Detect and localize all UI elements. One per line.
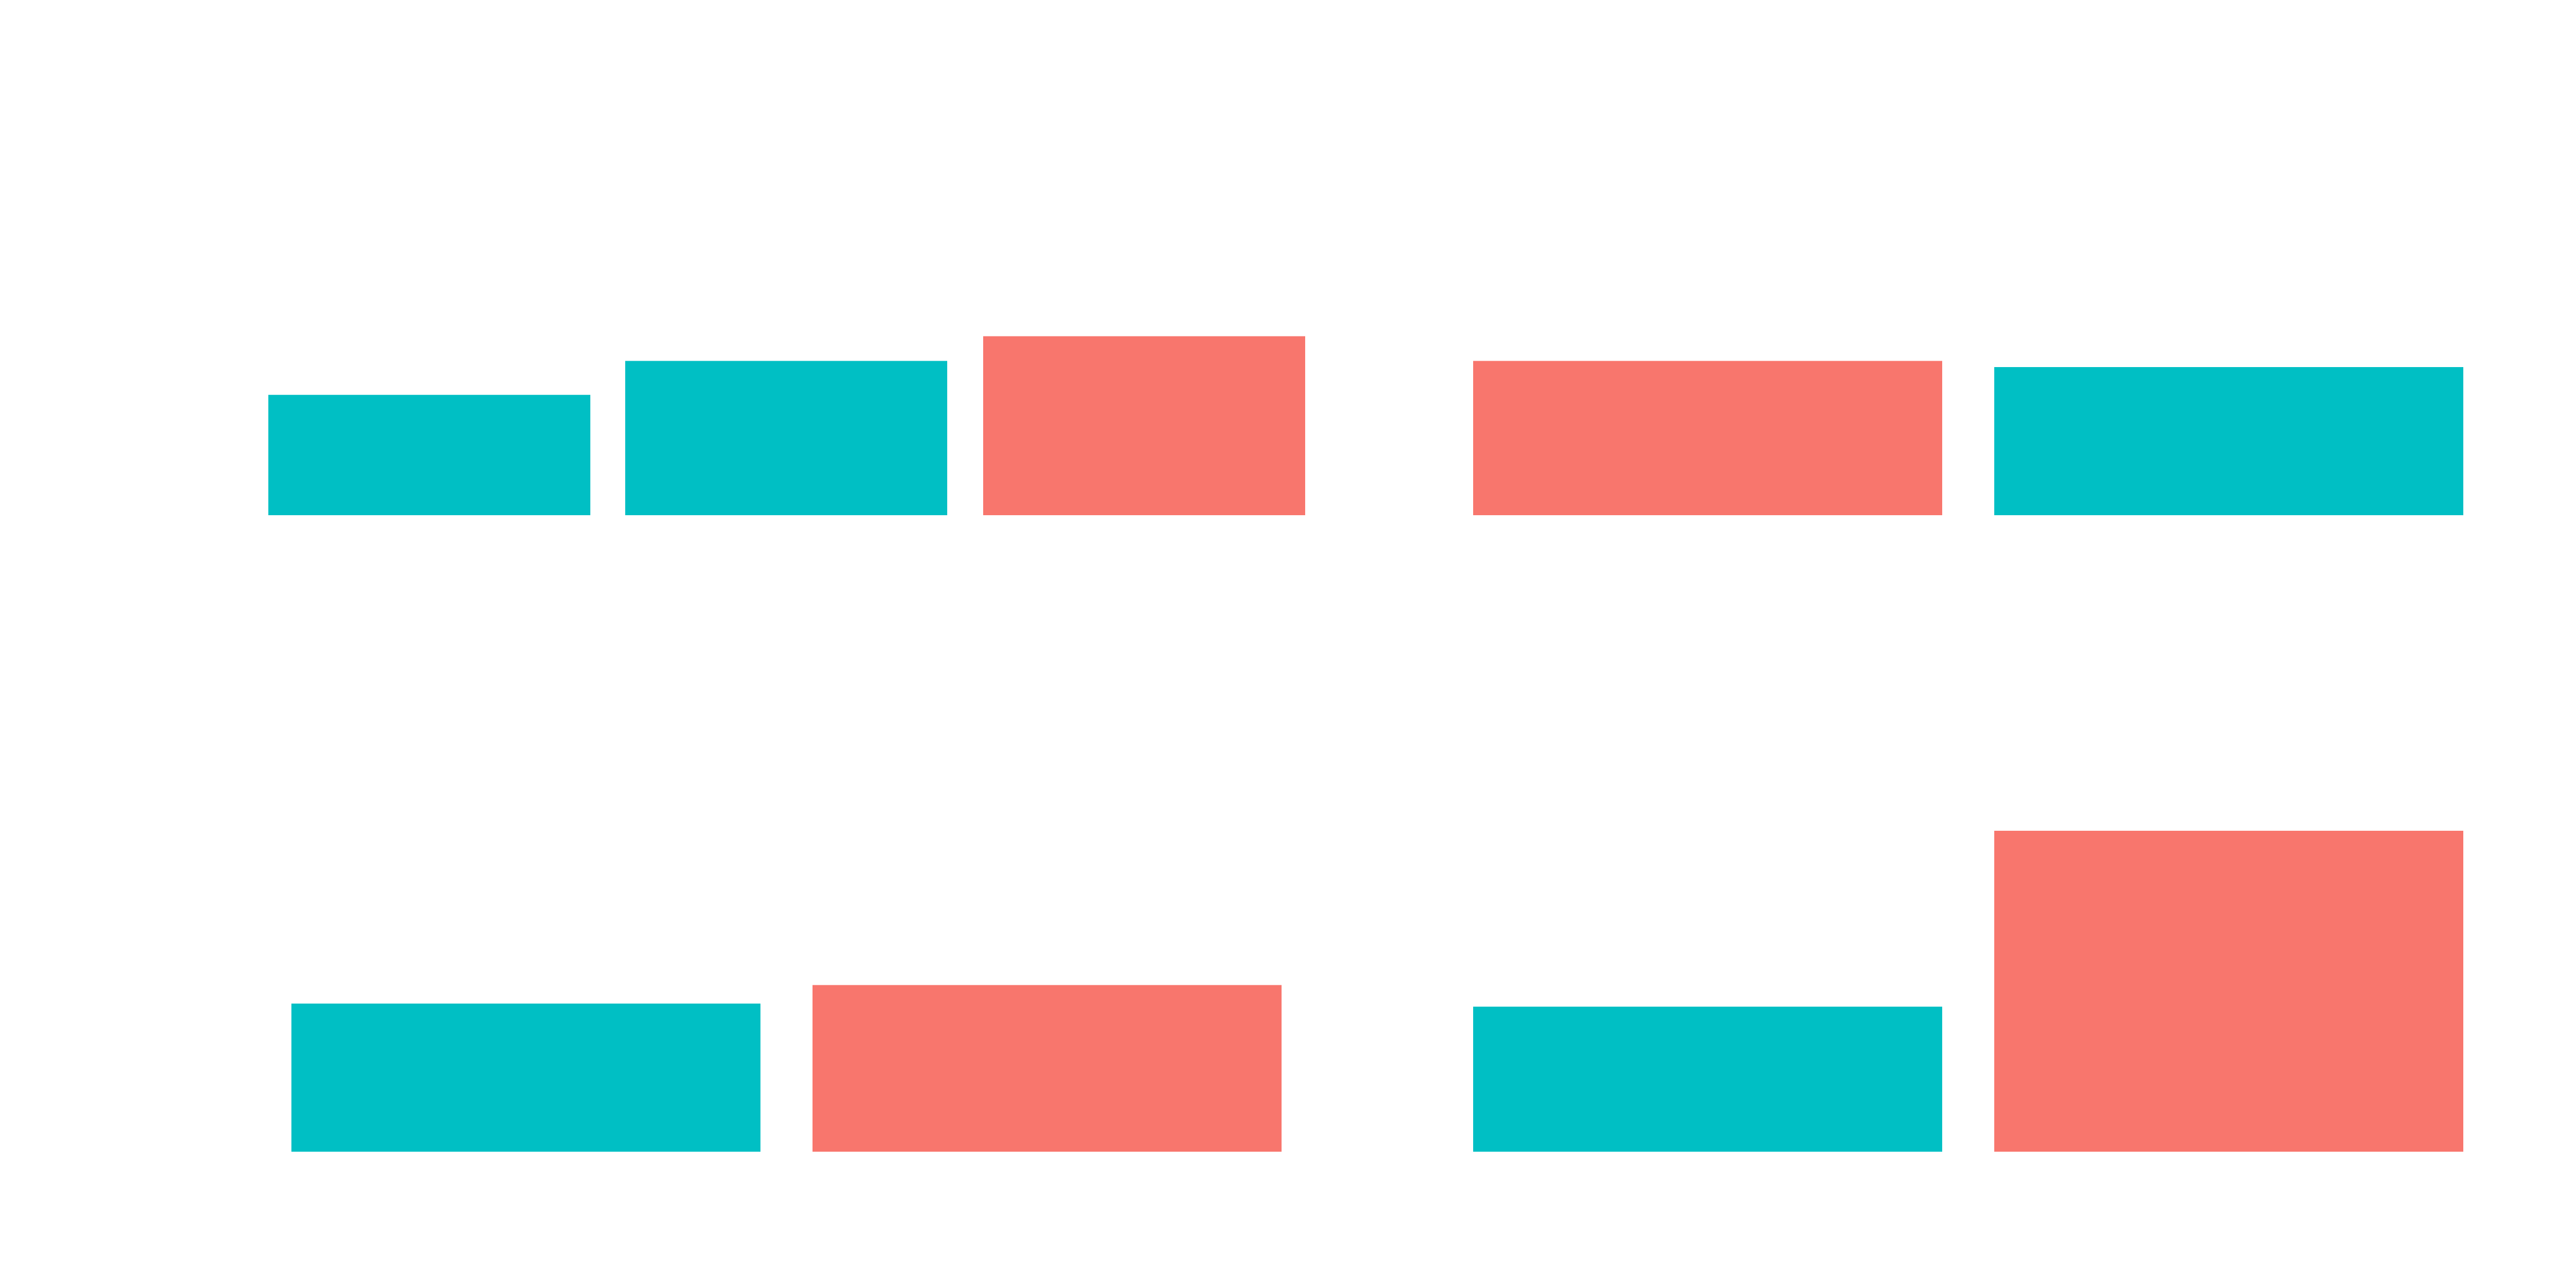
bar-bottom-right-2	[1994, 831, 2463, 1152]
bar-top-right-2	[1994, 367, 2463, 515]
panel-bottom-right	[1473, 831, 2463, 1152]
bar-top-right-1	[1473, 361, 1942, 515]
bar-bottom-right-1	[1473, 1006, 1942, 1152]
bar-top-left-2	[625, 361, 947, 515]
panel-bottom-left	[291, 985, 1282, 1152]
bar-bottom-left-1	[291, 1004, 760, 1152]
bar-top-left-1	[268, 394, 590, 515]
panel-top-right	[1473, 361, 2463, 515]
panel-top-left	[268, 336, 1305, 515]
bar-top-left-3	[983, 336, 1305, 515]
bar-bottom-left-2	[813, 985, 1282, 1152]
